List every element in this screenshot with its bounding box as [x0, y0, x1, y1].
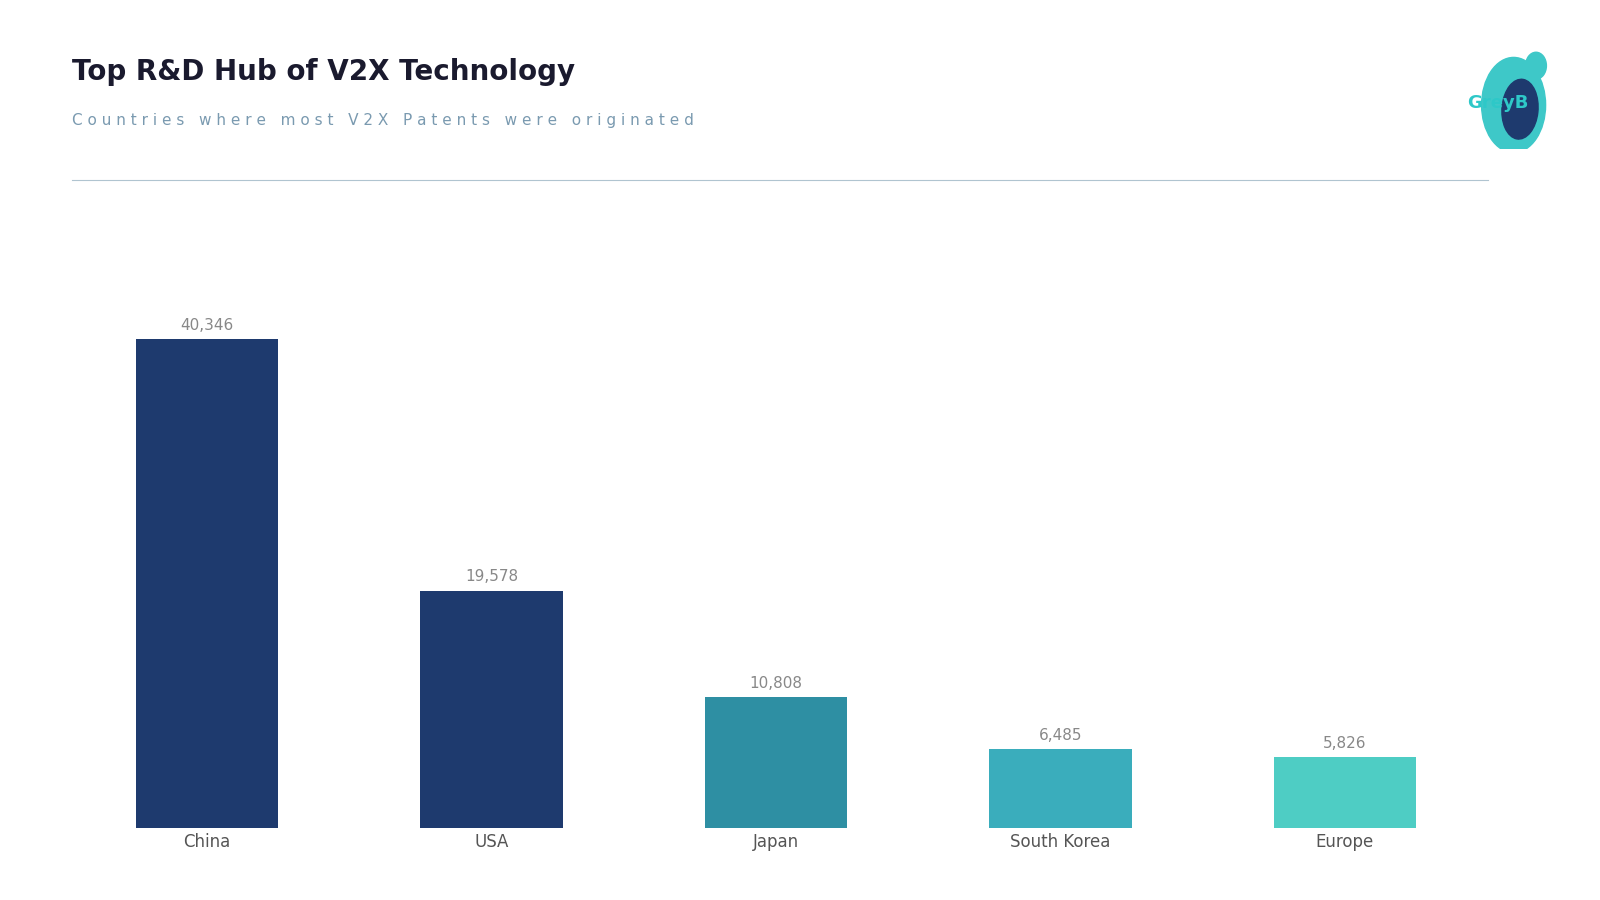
Text: C o u n t r i e s   w h e r e   m o s t   V 2 X   P a t e n t s   w e r e   o r : C o u n t r i e s w h e r e m o s t V 2 …: [72, 112, 694, 128]
Bar: [136, 338, 278, 828]
Ellipse shape: [1502, 79, 1538, 140]
Text: 6,485: 6,485: [1038, 728, 1082, 743]
Text: GreyB: GreyB: [1467, 94, 1528, 112]
Bar: [1274, 757, 1416, 828]
Bar: [706, 697, 846, 828]
Text: 5,826: 5,826: [1323, 736, 1366, 752]
Circle shape: [1526, 52, 1547, 79]
Text: 40,346: 40,346: [181, 318, 234, 332]
Bar: [421, 590, 563, 828]
Text: 10,808: 10,808: [749, 676, 803, 691]
Bar: [989, 750, 1131, 828]
Text: 19,578: 19,578: [466, 570, 518, 584]
Ellipse shape: [1482, 58, 1546, 153]
Text: Top R&D Hub of V2X Technology: Top R&D Hub of V2X Technology: [72, 58, 574, 86]
